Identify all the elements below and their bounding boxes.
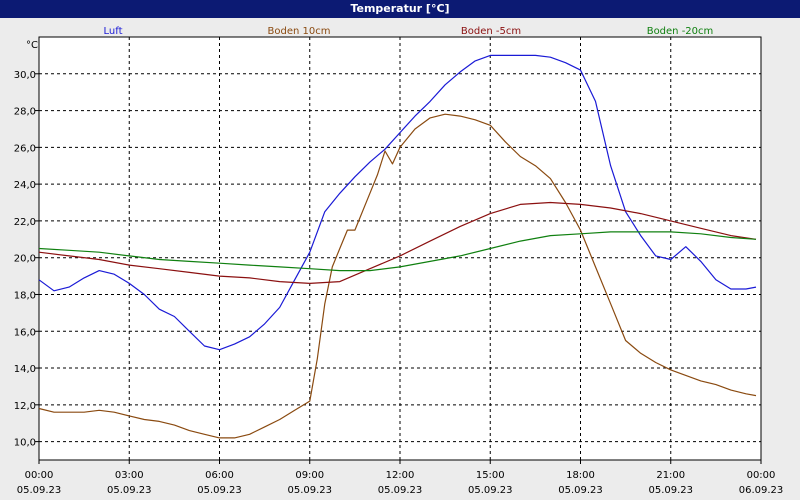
x-tick-date-label: 05.09.23 [17,485,62,496]
chart-title: Temperatur [°C] [0,0,800,18]
x-tick-time-label: 21:00 [656,470,685,481]
legend: Luft Boden 10cm Boden -5cm Boden -20cm [104,26,714,37]
y-axis-ticks: 10,0 12,0 14,0 16,0 18,0 20,0 22,0 24,0 26,0 28,0… [14,70,39,449]
series-line-luft [38,54,757,351]
series-line-boden-20cm [38,231,757,272]
x-tick-time-label: 06:00 [205,470,234,481]
x-tick-date-label: 05.09.23 [558,485,603,496]
x-tick-time-label: 12:00 [386,470,415,481]
x-tick-time-label: 09:00 [295,470,324,481]
y-tick-label: 18,0 [14,290,36,301]
y-tick-label: 30,0 [14,70,36,81]
legend-item-boden-5cm: Boden -5cm [461,26,521,37]
x-tick-time-label: 00:00 [747,470,776,481]
x-tick-time-label: 00:00 [25,470,54,481]
y-tick-label: 20,0 [14,254,36,265]
x-tick-date-label: 05.09.23 [287,485,332,496]
y-tick-label: 14,0 [14,364,36,375]
x-tick-date-label: 05.09.23 [378,485,423,496]
y-tick-label: 26,0 [14,143,36,154]
y-tick-label: 10,0 [14,438,36,449]
x-tick-date-label: 05.09.23 [107,485,152,496]
series-line-boden-10cm [38,113,757,439]
x-tick-time-label: 03:00 [115,470,144,481]
x-tick-date-label: 05.09.23 [197,485,242,496]
legend-item-boden-20cm: Boden -20cm [647,26,714,37]
series-lines [38,54,757,439]
y-tick-label: 28,0 [14,107,36,118]
x-tick-date-label: 05.09.23 [648,485,693,496]
x-tick-time-label: 15:00 [476,470,505,481]
y-tick-label: 24,0 [14,180,36,191]
legend-item-luft: Luft [104,26,123,37]
series-line-boden-5cm [38,201,757,284]
x-tick-date-label: 05.09.23 [468,485,513,496]
x-tick-date-label: 06.09.23 [739,485,784,496]
y-tick-label: 22,0 [14,217,36,228]
y-tick-label: 16,0 [14,327,36,338]
legend-item-boden-10cm: Boden 10cm [268,26,331,37]
x-axis-ticks: 00:00 05.09.23 03:00 05.09.23 06:00 05.09.23 0… [17,460,784,496]
x-tick-time-label: 18:00 [566,470,595,481]
y-axis-unit: °C [26,40,38,51]
y-tick-label: 12,0 [14,401,36,412]
